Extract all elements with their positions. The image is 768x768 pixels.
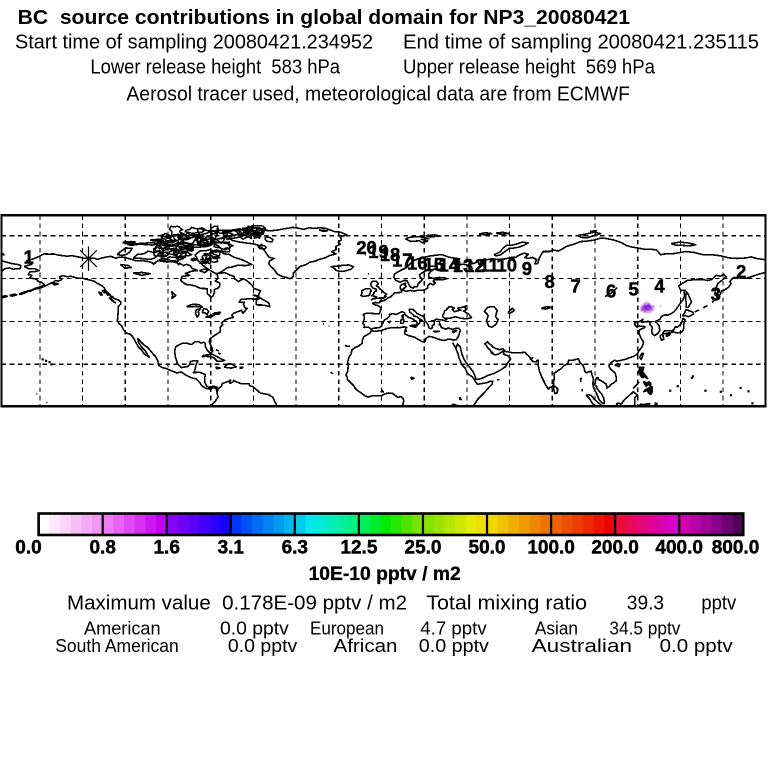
svg-text:11: 11 bbox=[479, 255, 499, 276]
svg-text:15: 15 bbox=[424, 254, 445, 275]
svg-text:13: 13 bbox=[453, 255, 474, 276]
svg-text:0.0: 0.0 bbox=[15, 538, 41, 559]
svg-text:Asian: Asian bbox=[535, 618, 578, 638]
svg-text:2: 2 bbox=[736, 261, 746, 282]
svg-text:0.0 pptv: 0.0 pptv bbox=[220, 618, 289, 638]
svg-text:African: African bbox=[334, 636, 398, 656]
svg-text:Australian: Australian bbox=[532, 636, 633, 656]
svg-text:Start time of sampling 2008042: Start time of sampling 20080421.234952 bbox=[15, 31, 373, 53]
svg-text:6: 6 bbox=[606, 281, 616, 302]
svg-text:14: 14 bbox=[439, 255, 460, 276]
svg-text:34.5 pptv: 34.5 pptv bbox=[609, 618, 680, 638]
svg-text:10E-10 pptv / m2: 10E-10 pptv / m2 bbox=[309, 564, 461, 585]
svg-text:16: 16 bbox=[407, 253, 428, 274]
svg-text:Maximum value 0.178E-09 pptv: Maximum value 0.178E-09 pptv / m2 bbox=[67, 593, 407, 615]
svg-text:50.0: 50.0 bbox=[469, 538, 506, 559]
svg-text:pptv: pptv bbox=[701, 593, 736, 615]
svg-text:9: 9 bbox=[522, 258, 532, 279]
svg-text:7: 7 bbox=[570, 276, 580, 297]
svg-text:0.0 pptv: 0.0 pptv bbox=[228, 636, 297, 656]
svg-text:10: 10 bbox=[497, 255, 518, 276]
svg-text:4.7 pptv: 4.7 pptv bbox=[420, 618, 486, 638]
svg-text:19: 19 bbox=[368, 241, 389, 262]
svg-text:18: 18 bbox=[380, 244, 401, 265]
svg-text:European: European bbox=[310, 618, 384, 638]
svg-text:0.0 pptv: 0.0 pptv bbox=[419, 636, 489, 656]
svg-text:3.1: 3.1 bbox=[218, 538, 245, 559]
svg-text:800.0: 800.0 bbox=[712, 538, 760, 559]
svg-text:100.0: 100.0 bbox=[527, 538, 575, 559]
svg-text:Lower release height 583 hPa: Lower release height 583 hPa bbox=[90, 56, 340, 78]
svg-text:39.3: 39.3 bbox=[627, 593, 664, 615]
svg-text:1: 1 bbox=[24, 247, 34, 268]
svg-text:American: American bbox=[84, 618, 161, 638]
svg-text:End time of sampling 20080421.: End time of sampling 20080421.235115 bbox=[403, 31, 759, 53]
svg-text:Total mixing ratio: Total mixing ratio bbox=[426, 593, 587, 615]
svg-text:17: 17 bbox=[392, 250, 413, 271]
svg-text:0.0 pptv: 0.0 pptv bbox=[660, 636, 733, 656]
svg-text:12.5: 12.5 bbox=[340, 538, 377, 559]
svg-text:1.6: 1.6 bbox=[153, 538, 179, 559]
svg-text:6.3: 6.3 bbox=[282, 538, 308, 559]
svg-text:BC source contributions in gl: BC source contributions in global domain… bbox=[18, 7, 630, 29]
svg-text:5: 5 bbox=[628, 279, 638, 300]
svg-text:4: 4 bbox=[654, 276, 665, 297]
svg-text:Aerosol tracer used, meteorolo: Aerosol tracer used, meteorological data… bbox=[126, 84, 630, 106]
svg-text:3: 3 bbox=[711, 284, 721, 305]
svg-text:Upper release height 569 hPa: Upper release height 569 hPa bbox=[403, 56, 656, 78]
svg-text:400.0: 400.0 bbox=[655, 538, 703, 559]
svg-text:0.8: 0.8 bbox=[89, 538, 115, 559]
svg-text:8: 8 bbox=[544, 271, 554, 292]
svg-text:12: 12 bbox=[464, 255, 485, 276]
svg-text:South American: South American bbox=[55, 636, 179, 656]
svg-text:20: 20 bbox=[356, 237, 377, 258]
svg-text:200.0: 200.0 bbox=[591, 538, 639, 559]
svg-text:25.0: 25.0 bbox=[405, 538, 442, 559]
